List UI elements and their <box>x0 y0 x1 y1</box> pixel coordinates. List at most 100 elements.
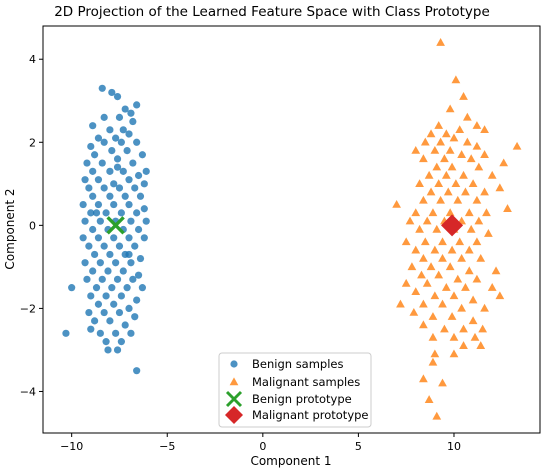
legend-handle-benign-prototype <box>225 390 243 408</box>
malignant-sample-point <box>445 208 455 217</box>
legend-handle-malignant-prototype <box>225 406 243 424</box>
benign-sample-point <box>106 317 114 325</box>
benign-sample-point <box>81 176 89 184</box>
malignant-sample-point <box>420 137 430 146</box>
malignant-sample-point <box>449 133 459 142</box>
benign-sample-point <box>127 109 135 117</box>
malignant-sample-point <box>440 324 449 333</box>
malignant-sample-point <box>487 283 497 291</box>
benign-sample-point <box>121 192 129 200</box>
benign-sample-point <box>100 308 108 317</box>
malignant-sample-point <box>453 274 463 283</box>
malignant-sample-point <box>449 332 459 341</box>
malignant-sample-point <box>480 303 489 312</box>
benign-sample-point <box>131 313 139 321</box>
malignant-sample-point <box>487 170 497 179</box>
legend-label-benign-samples: Benign samples <box>252 357 344 371</box>
benign-sample-point <box>134 171 143 180</box>
malignant-sample-point <box>464 266 474 275</box>
benign-sample-point <box>129 117 137 126</box>
malignant-sample-point <box>459 341 468 350</box>
benign-sample-point <box>98 84 106 92</box>
benign-sample-point <box>136 254 145 263</box>
y-axis-ticks: −4 −2 0 2 4 <box>20 53 43 398</box>
malignant-sample-point <box>453 195 463 204</box>
benign-sample-point <box>138 284 146 292</box>
benign-sample-point <box>96 217 104 225</box>
benign-sample-point <box>125 200 133 209</box>
malignant-sample-point <box>495 291 505 300</box>
malignant-sample-point <box>401 237 411 246</box>
benign-sample-point <box>110 234 118 242</box>
benign-sample-point <box>108 88 116 97</box>
malignant-sample-point <box>447 162 457 171</box>
benign-sample-point <box>134 271 143 279</box>
benign-sample-point <box>85 184 93 192</box>
benign-sample-point <box>142 167 150 175</box>
y-axis-label: Component 2 <box>3 188 17 269</box>
benign-sample-point <box>113 346 122 354</box>
malignant-sample-point <box>396 299 405 308</box>
malignant-sample-point <box>457 253 466 262</box>
malignant-sample-point <box>419 299 428 308</box>
benign-sample-point <box>125 130 133 138</box>
malignant-sample-point <box>411 245 421 254</box>
benign-sample-point <box>131 184 139 192</box>
legend-handle-benign-samples <box>230 360 238 368</box>
benign-sample-point <box>117 209 125 217</box>
benign-sample-point <box>123 284 131 292</box>
benign-sample-point <box>140 234 148 242</box>
malignant-sample-point <box>484 229 493 237</box>
benign-sample-point <box>133 296 141 304</box>
benign-sample-point <box>79 200 87 209</box>
malignant-sample-point <box>455 237 465 246</box>
benign-sample-point <box>91 317 99 325</box>
malignant-sample-point <box>430 245 440 254</box>
malignant-sample-point <box>432 162 442 171</box>
benign-sample-point <box>127 217 135 225</box>
malignant-sample-point <box>426 262 436 271</box>
benign-sample-point <box>89 192 97 200</box>
legend-label-malignant-samples: Malignant samples <box>252 375 360 389</box>
benign-sample-point <box>112 134 120 142</box>
benign-sample-point <box>85 308 93 317</box>
benign-sample-point <box>102 209 110 217</box>
malignant-sample-point <box>411 145 421 154</box>
malignant-sample-point <box>459 324 468 333</box>
benign-sample-point <box>87 292 95 300</box>
malignant-sample-point <box>474 216 484 225</box>
malignant-sample-point <box>472 237 482 246</box>
malignant-sample-point <box>436 38 445 46</box>
malignant-sample-point <box>409 307 419 316</box>
benign-sample-point <box>125 176 133 184</box>
malignant-sample-point <box>424 395 434 403</box>
legend-handle-malignant-samples <box>229 377 239 386</box>
benign-sample-point <box>89 122 97 130</box>
benign-sample-point <box>123 146 131 155</box>
malignant-sample-point <box>430 349 440 358</box>
benign-sample-point <box>62 329 70 337</box>
malignant-sample-point <box>480 187 489 196</box>
malignant-sample-point <box>432 224 442 233</box>
x-tick-label: 0 <box>259 440 266 453</box>
malignant-sample-point <box>457 303 466 312</box>
malignant-sample-point <box>401 278 411 287</box>
benign-sample-point <box>89 267 97 275</box>
y-tick-label: −2 <box>20 302 36 315</box>
malignant-sample-point <box>428 208 438 217</box>
malignant-sample-point <box>470 332 480 341</box>
benign-sample-point <box>91 250 99 259</box>
malignant-sample-point <box>472 195 482 204</box>
x-tick-label: −10 <box>60 440 83 453</box>
x-axis-label: Component 1 <box>250 454 331 468</box>
malignant-sample-point <box>434 270 444 279</box>
benign-sample-point <box>112 329 120 337</box>
benign-sample-point <box>125 304 133 313</box>
benign-sample-point <box>96 259 104 267</box>
benign-sample-point <box>110 200 118 209</box>
benign-sample-point <box>106 250 114 259</box>
malignant-sample-point <box>468 295 478 304</box>
malignant-sample-point <box>464 208 474 217</box>
malignant-sample-point <box>491 266 501 275</box>
malignant-sample-point <box>495 183 505 192</box>
